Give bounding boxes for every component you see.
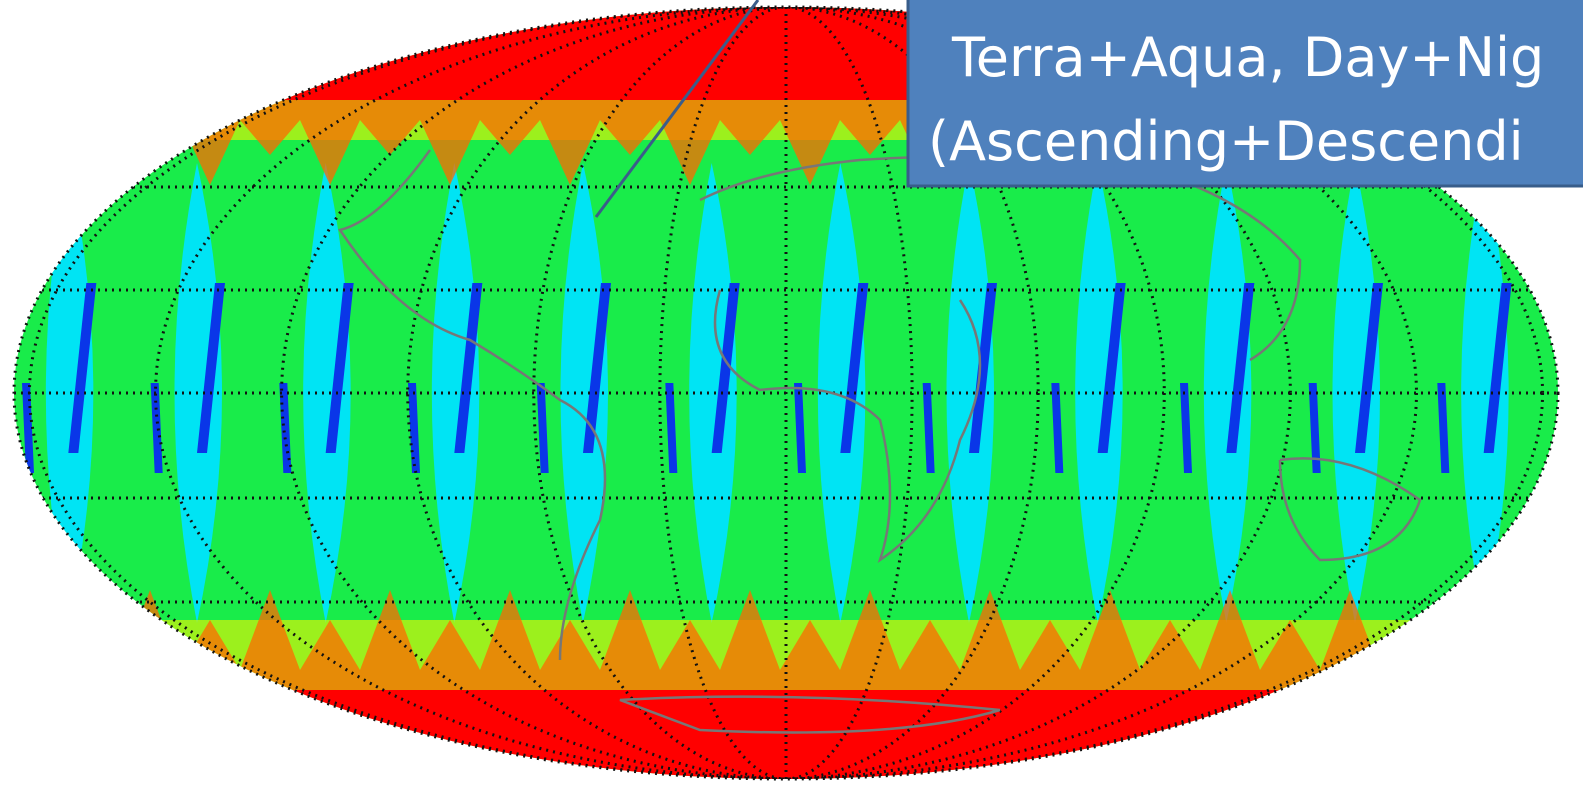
callout-line: Terra+Aqua, Day+Nig <box>951 26 1544 89</box>
callout-line: (Ascending+Descendi <box>928 110 1524 173</box>
callout: Terra+Aqua, Day+Nig (Ascending+Descendi <box>908 0 1583 186</box>
page: Terra+Aqua, Day+Nig (Ascending+Descendi … <box>0 0 1583 790</box>
coverage-zone <box>0 690 1583 790</box>
map: Terra+Aqua, Day+Nig (Ascending+Descendi <box>0 0 1583 790</box>
